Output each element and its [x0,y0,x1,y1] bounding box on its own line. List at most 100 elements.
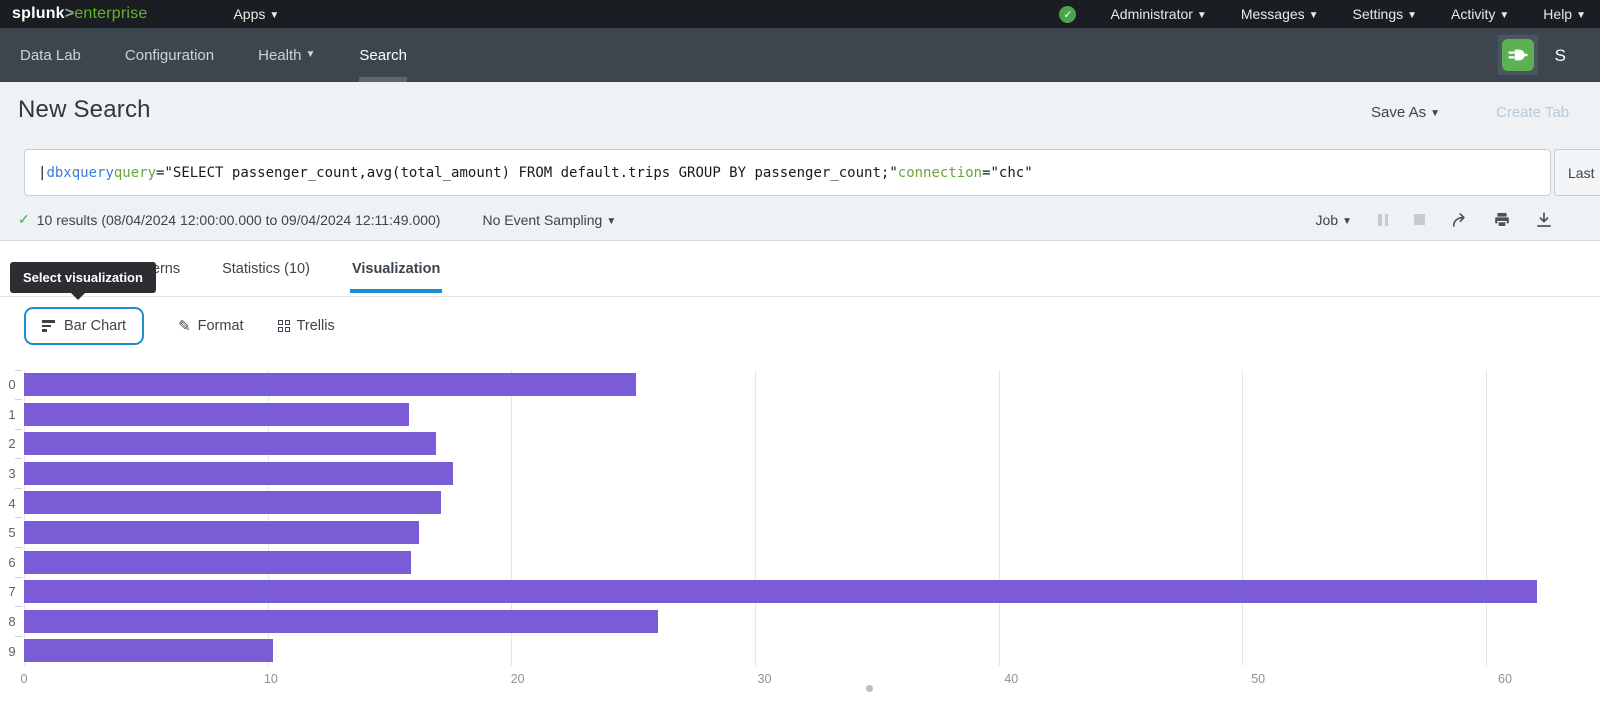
y-axis-label-3: 3 [8,466,16,482]
search-input[interactable]: | dbxquery query ="SELECT passenger_count… [24,149,1551,196]
visualization-controls: Bar Chart ✎ Format Trellis [24,304,1600,348]
event-sampling-menu[interactable]: No Event Sampling ▼ [482,211,617,228]
chevron-down-icon: ▼ [1430,108,1440,119]
chevron-down-icon: ▼ [1308,10,1319,21]
search-results-panel: Events (0)PatternsStatistics (10)Visuali… [0,241,1600,708]
bar-3[interactable] [24,461,453,485]
chart-row-0: 0 [8,369,1580,400]
time-range-picker[interactable]: Last [1554,149,1600,196]
app-nav-health[interactable]: Health ▼ [258,46,316,64]
query-segment: | [38,164,47,181]
bar-6[interactable] [24,550,412,574]
chart-type-label: Bar Chart [64,318,127,334]
app-nav-data-lab[interactable]: Data Lab [20,46,81,64]
chart-row-2: 2 [8,428,1580,459]
app-nav-configuration[interactable]: Configuration [124,46,215,64]
export-icon[interactable] [1536,211,1552,228]
save-as-button[interactable]: Save As ▼ [1371,104,1440,121]
gridline-50 [1242,370,1244,666]
gridline-10 [267,370,269,666]
y-tick [15,487,22,489]
chart-row-4: 4 [8,487,1580,518]
x-axis-label-20: 20 [510,672,525,686]
y-axis-label-5: 5 [8,525,16,541]
y-axis-label-9: 9 [8,643,16,659]
tab-visualization[interactable]: Visualization [349,241,443,296]
stop-icon[interactable] [1414,214,1425,225]
query-segment: connection [897,164,983,181]
health-status-ok-icon[interactable]: ✓ [1059,5,1077,23]
y-axis-label-6: 6 [8,554,16,570]
bar-2[interactable] [24,432,436,456]
chevron-down-icon: ▼ [269,10,280,21]
app-icon-tile[interactable] [1498,35,1538,75]
logo-gt-text: > [64,5,75,22]
top-menu-administrator[interactable]: Administrator ▼ [1110,6,1207,22]
chevron-down-icon: ▼ [305,48,316,60]
x-axis-label-40: 40 [1004,672,1019,686]
bar-5[interactable] [24,520,419,544]
results-action-bar: ✓ 10 results (08/04/2024 12:00:00.000 to… [0,199,1600,241]
gridline-30 [755,370,757,666]
results-summary: 10 results (08/04/2024 12:00:00.000 to 0… [36,211,441,228]
query-segment: ="SELECT passenger_count,avg(total_amoun… [156,164,898,181]
job-controls: Job ▼ [1316,212,1552,228]
carousel-page-dot[interactable] [866,685,873,692]
bar-9[interactable] [24,639,273,663]
splunk-logo[interactable]: splunk>enterprise [12,5,147,23]
bar-4[interactable] [24,491,441,515]
app-name-clipped[interactable]: S [1554,46,1566,65]
logo-splunk-text: splunk [12,5,65,22]
query-segment: ="chc" [982,164,1033,181]
share-icon[interactable] [1451,212,1468,228]
bar-8[interactable] [24,609,658,633]
chart-row-7: 7 [8,576,1580,607]
results-check-icon: ✓ [18,211,30,227]
app-nav-items: Data Lab Configuration Health ▼ Search [20,28,407,82]
bar-1[interactable] [24,402,410,426]
x-axis-labels: 0 10 20 30 40 50 60 [21,672,1600,694]
y-tick [15,576,22,578]
pause-icon[interactable] [1378,213,1388,226]
chevron-down-icon: ▼ [1576,10,1586,21]
top-bar-right: ✓ Administrator ▼ Messages ▼ Settings ▼ Activi… [1059,5,1586,23]
chart-row-6: 6 [8,547,1580,578]
chart-type-picker-button[interactable]: Bar Chart [24,307,145,345]
chart-row-5: 5 [8,517,1580,548]
y-axis-label-2: 2 [8,436,16,452]
top-menu-help[interactable]: Help ▼ [1543,6,1586,22]
chevron-down-icon: ▼ [606,215,617,227]
bar-0[interactable] [24,373,636,396]
top-menu-settings[interactable]: Settings ▼ [1352,6,1418,22]
chevron-down-icon: ▼ [1342,215,1352,227]
print-icon[interactable] [1494,212,1510,228]
tab-statistics-10[interactable]: Statistics (10) [222,260,310,277]
trellis-grid-icon [277,320,290,332]
format-button[interactable]: ✎ Format [178,318,244,335]
chart-row-9: 9 [8,635,1580,666]
job-menu[interactable]: Job ▼ [1315,211,1352,228]
gridline-40 [998,370,1000,666]
top-bar: splunk>enterprise Apps ▼ ✓ Administrator ▼… [0,0,1600,28]
y-axis-label-0: 0 [8,377,16,393]
top-menu-activity[interactable]: Activity ▼ [1451,6,1510,22]
app-nav-bar: Data Lab Configuration Health ▼ Search S [0,28,1600,82]
y-axis-label-4: 4 [8,495,16,511]
trellis-button[interactable]: Trellis [277,318,335,334]
apps-menu[interactable]: Apps ▼ [233,6,280,22]
y-axis-label-1: 1 [8,406,16,422]
y-axis-label-7: 7 [8,584,16,600]
app-nav-search[interactable]: Search [359,28,407,82]
bar-7[interactable] [24,580,1538,604]
gridline-0 [24,370,25,666]
results-tabs: Events (0)PatternsStatistics (10)Visuali… [0,241,1600,297]
logo-product-text: enterprise [74,5,148,22]
gridline-20 [511,370,513,666]
x-axis-label-30: 30 [757,672,772,686]
y-tick [15,369,22,371]
top-menu-messages[interactable]: Messages ▼ [1240,6,1319,22]
select-visualization-tooltip: Select visualization [10,262,156,300]
x-axis-label-60: 60 [1498,672,1512,686]
y-tick [15,517,22,519]
